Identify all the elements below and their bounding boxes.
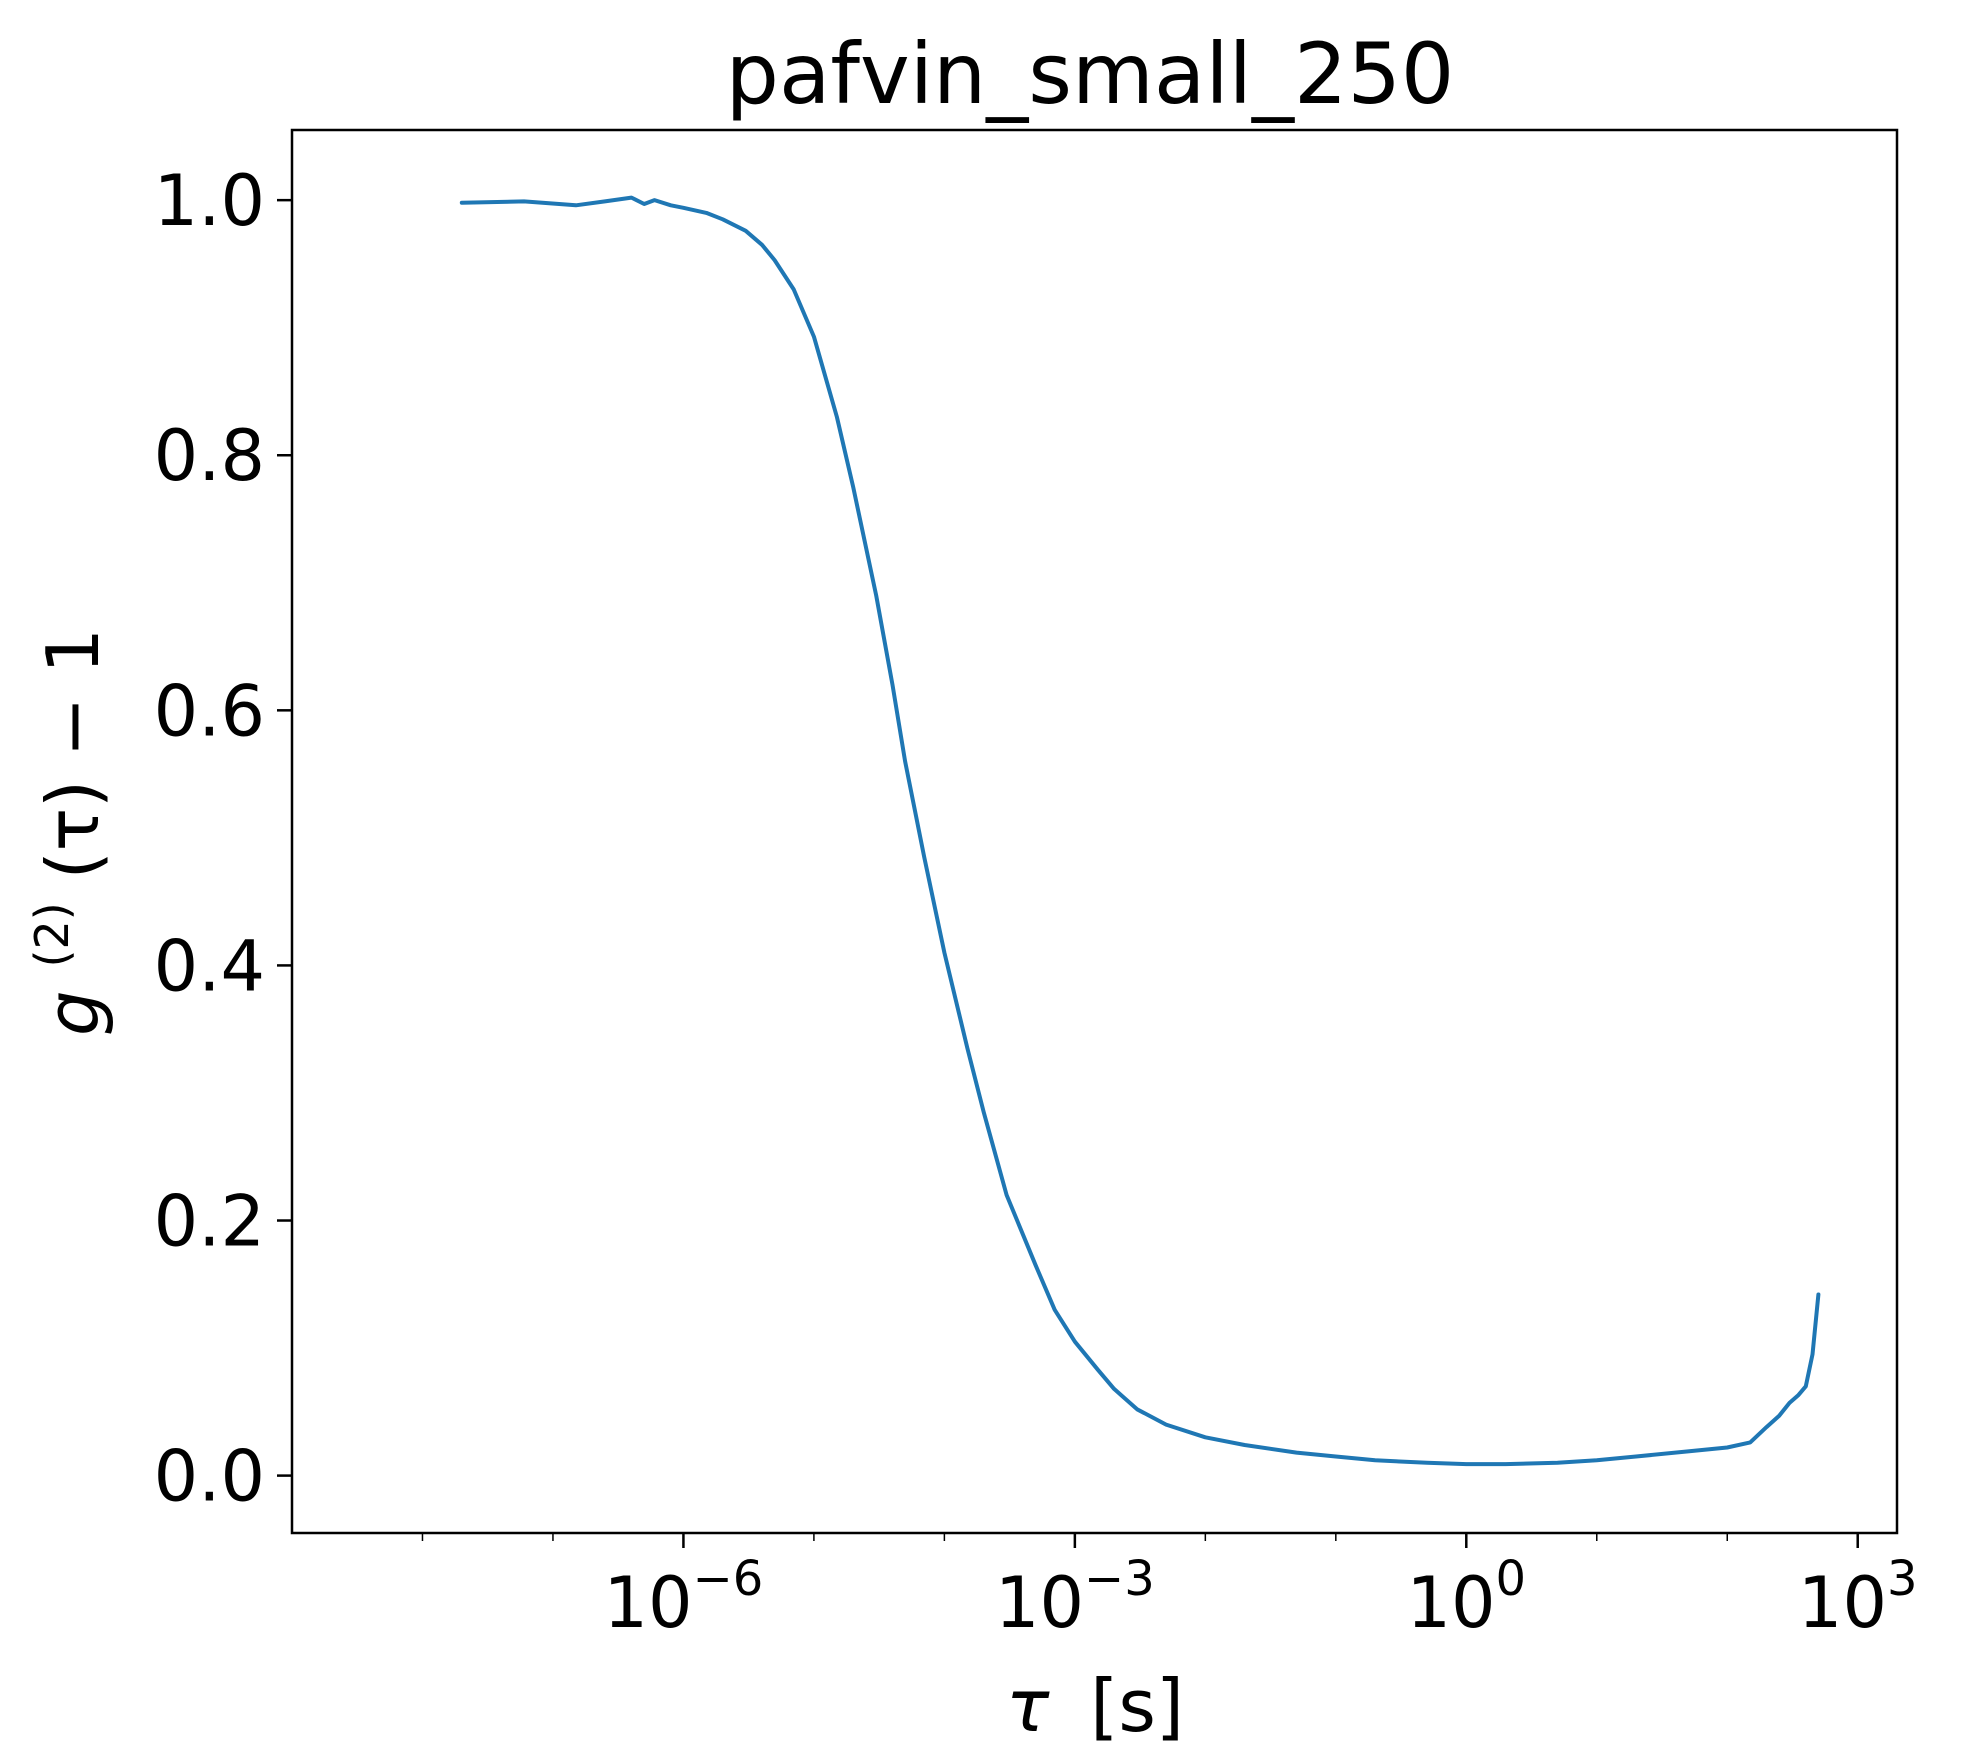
axes-frame <box>290 128 1899 1535</box>
series-line-0 <box>459 195 1821 1467</box>
y-tick-label: 0.4 <box>154 925 265 1007</box>
y-axis-label-superscript: (2) <box>25 902 79 967</box>
plot-area <box>459 195 1821 1467</box>
y-axis-label: g (2) (τ) − 1 <box>1 628 115 1036</box>
y-tick-label: 1.0 <box>154 160 265 242</box>
x-axis-label-symbol: τ <box>1006 1664 1050 1748</box>
y-tick-label: 0.2 <box>154 1181 265 1263</box>
x-axis-label-unit: [s] <box>1090 1664 1184 1748</box>
x-tick-label: 10−6 <box>604 1551 764 1644</box>
x-axis: 10−6 10−3 100 103 <box>421 1533 1918 1644</box>
x-axis-label: τ [s] <box>1006 1664 1184 1748</box>
x-tick-label: 100 <box>1406 1551 1526 1644</box>
y-tick-label: 0.0 <box>154 1436 265 1518</box>
x-tick-label: 10−3 <box>995 1551 1155 1644</box>
y-tick-label: 0.6 <box>154 670 265 752</box>
y-tick-label: 0.8 <box>154 415 265 497</box>
chart-title: pafvin_small_250 <box>726 25 1455 123</box>
y-axis: 0.0 0.2 0.4 0.6 0.8 1.0 <box>154 160 292 1518</box>
x-tick-label: 103 <box>1798 1551 1918 1644</box>
y-axis-label-rest: (τ) − 1 <box>31 628 115 879</box>
y-axis-label-base: g <box>31 990 115 1036</box>
